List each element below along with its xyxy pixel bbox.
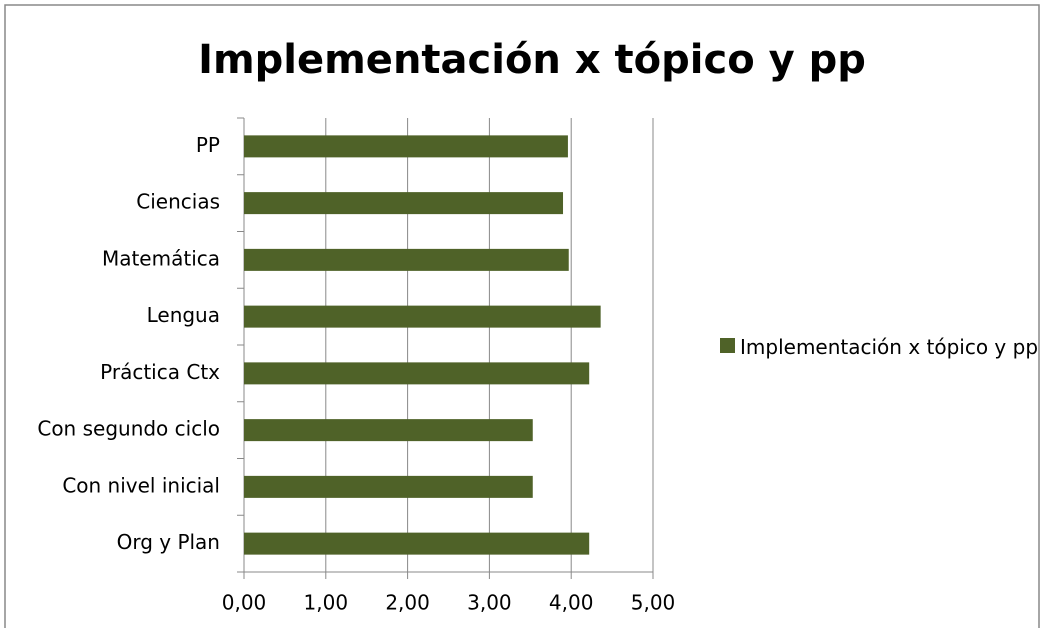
x-tick-label: 4,00 xyxy=(549,591,594,615)
y-tick-label: PP xyxy=(196,133,220,157)
x-tick-label: 5,00 xyxy=(631,591,676,615)
x-tick-label: 0,00 xyxy=(222,591,267,615)
x-tick-label: 3,00 xyxy=(467,591,512,615)
x-tick-label: 1,00 xyxy=(304,591,349,615)
bar xyxy=(244,419,533,442)
legend-swatch xyxy=(720,338,735,353)
bar xyxy=(244,532,590,555)
y-tick-label: Lengua xyxy=(147,303,220,327)
bar xyxy=(244,305,601,328)
y-tick-label: Org y Plan xyxy=(117,530,220,554)
bar xyxy=(244,135,568,158)
bar xyxy=(244,362,590,385)
bar xyxy=(244,475,533,498)
y-tick-label: Práctica Ctx xyxy=(100,360,220,384)
bar xyxy=(244,248,569,271)
y-tick-label: Matemática xyxy=(102,246,220,270)
y-tick-label: Ciencias xyxy=(136,190,220,214)
chart-title: Implementación x tópico y pp xyxy=(198,37,866,83)
x-tick-label: 2,00 xyxy=(385,591,430,615)
legend-label: Implementación x tópico y pp xyxy=(740,335,1039,359)
bar xyxy=(244,192,564,215)
y-tick-label: Con segundo ciclo xyxy=(37,417,220,441)
y-tick-label: Con nivel inicial xyxy=(62,473,220,497)
